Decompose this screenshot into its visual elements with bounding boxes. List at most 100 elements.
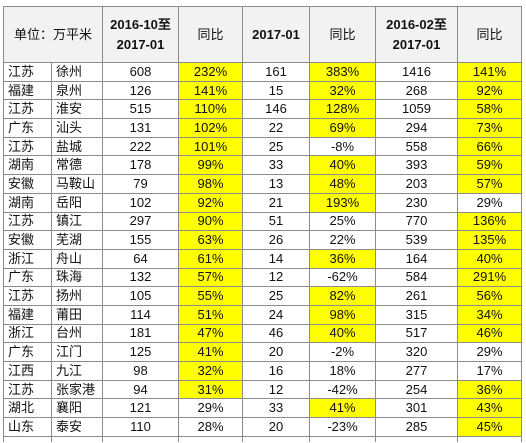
cell-yoy-jan2017: 383% — [310, 63, 376, 82]
cell-value-oct2016-jan2017: 102 — [103, 193, 179, 213]
cell-province: 福建 — [4, 305, 52, 325]
cell-value-feb2016-jan2017: 315 — [376, 305, 458, 325]
data-table: 单位：万平米 2016-10至 2017-01 同比 2017-01 同比 20… — [3, 6, 522, 442]
cell-city: 江门 — [52, 343, 103, 362]
cell-value-jan2017: 24 — [243, 305, 310, 325]
cell-city: 淮安 — [52, 100, 103, 120]
cell-city: 张家港 — [52, 380, 103, 400]
cell-value-oct2016-jan2017: 126 — [103, 81, 179, 101]
cell-yoy-oct2016-jan2017: 41% — [179, 343, 243, 362]
cell-yoy-jan2017: 98% — [310, 305, 376, 325]
header-unit: 单位：万平米 — [4, 7, 103, 63]
cell-value-jan2017: 161 — [243, 63, 310, 82]
cell-value-oct2016-jan2017: 178 — [103, 156, 179, 176]
cell-city: 芜湖 — [52, 231, 103, 250]
cell-yoy-jan2017: 32% — [310, 81, 376, 101]
cell-yoy-jan2017: 128% — [310, 100, 376, 120]
cell-province: 江苏 — [4, 63, 52, 82]
cell-city: 襄阳 — [52, 399, 103, 419]
cell-yoy-feb2016-jan2017: 73% — [458, 119, 522, 138]
cell-yoy-oct2016-jan2017: 92% — [179, 193, 243, 213]
cell-yoy-oct2016-jan2017: 141% — [179, 81, 243, 101]
cell-yoy-jan2017: 69% — [310, 119, 376, 138]
cell-yoy-feb2016-jan2017: 141% — [458, 63, 522, 82]
cell-city: 珠海 — [52, 268, 103, 288]
cell-city: 盐城 — [52, 137, 103, 157]
cell-yoy-oct2016-jan2017: 61% — [179, 249, 243, 269]
cell-cutoff — [243, 436, 310, 442]
cell-value-feb2016-jan2017: 393 — [376, 156, 458, 176]
cell-value-jan2017: 20 — [243, 418, 310, 437]
cell-province: 江苏 — [4, 287, 52, 306]
cell-value-oct2016-jan2017: 297 — [103, 212, 179, 232]
cell-yoy-oct2016-jan2017: 63% — [179, 231, 243, 250]
cell-yoy-oct2016-jan2017: 102% — [179, 119, 243, 138]
cell-city: 九江 — [52, 362, 103, 381]
cell-province: 安徽 — [4, 175, 52, 194]
cell-yoy-oct2016-jan2017: 51% — [179, 305, 243, 325]
cell-value-oct2016-jan2017: 608 — [103, 63, 179, 82]
cell-province: 安徽 — [4, 231, 52, 250]
cell-province: 湖南 — [4, 156, 52, 176]
cell-value-oct2016-jan2017: 79 — [103, 175, 179, 194]
cell-yoy-feb2016-jan2017: 36% — [458, 380, 522, 400]
cell-value-feb2016-jan2017: 517 — [376, 324, 458, 344]
cell-yoy-oct2016-jan2017: 31% — [179, 380, 243, 400]
cell-value-jan2017: 25 — [243, 287, 310, 306]
cell-value-oct2016-jan2017: 132 — [103, 268, 179, 288]
cell-value-feb2016-jan2017: 558 — [376, 137, 458, 157]
cell-value-oct2016-jan2017: 105 — [103, 287, 179, 306]
cell-cutoff — [376, 436, 458, 442]
cell-value-feb2016-jan2017: 584 — [376, 268, 458, 288]
cell-value-feb2016-jan2017: 294 — [376, 119, 458, 138]
cell-value-feb2016-jan2017: 164 — [376, 249, 458, 269]
cell-city: 岳阳 — [52, 193, 103, 213]
header-period-oct2016-jan2017: 2016-10至 2017-01 — [103, 7, 179, 63]
cell-yoy-feb2016-jan2017: 40% — [458, 249, 522, 269]
header-line-1: 同比 — [197, 26, 224, 42]
cell-value-oct2016-jan2017: 515 — [103, 100, 179, 120]
cell-city: 泉州 — [52, 81, 103, 101]
cell-yoy-oct2016-jan2017: 57% — [179, 268, 243, 288]
cell-province: 浙江 — [4, 249, 52, 269]
cell-yoy-jan2017: -23% — [310, 418, 376, 437]
cell-yoy-feb2016-jan2017: 29% — [458, 343, 522, 362]
cell-value-jan2017: 16 — [243, 362, 310, 381]
cell-yoy-jan2017: 82% — [310, 287, 376, 306]
header-yoy-oct2016-jan2017: 同比 — [179, 7, 243, 63]
header-line-1: 同比 — [476, 26, 503, 42]
cell-value-jan2017: 22 — [243, 119, 310, 138]
header-line-1: 2017-01 — [252, 26, 300, 42]
cell-city: 泰安 — [52, 418, 103, 437]
cell-yoy-oct2016-jan2017: 98% — [179, 175, 243, 194]
cell-value-jan2017: 20 — [243, 343, 310, 362]
cell-value-jan2017: 33 — [243, 399, 310, 419]
cell-province: 江苏 — [4, 212, 52, 232]
cell-value-oct2016-jan2017: 131 — [103, 119, 179, 138]
cell-yoy-oct2016-jan2017: 99% — [179, 156, 243, 176]
cell-yoy-feb2016-jan2017: 291% — [458, 268, 522, 288]
cell-value-oct2016-jan2017: 222 — [103, 137, 179, 157]
cell-yoy-jan2017: -8% — [310, 137, 376, 157]
cell-yoy-feb2016-jan2017: 57% — [458, 175, 522, 194]
cell-value-feb2016-jan2017: 320 — [376, 343, 458, 362]
cell-value-feb2016-jan2017: 277 — [376, 362, 458, 381]
cell-yoy-oct2016-jan2017: 232% — [179, 63, 243, 82]
cell-yoy-jan2017: 193% — [310, 193, 376, 213]
cell-value-oct2016-jan2017: 181 — [103, 324, 179, 344]
cell-province: 江苏 — [4, 380, 52, 400]
cell-province: 湖北 — [4, 399, 52, 419]
cell-yoy-oct2016-jan2017: 101% — [179, 137, 243, 157]
cell-yoy-feb2016-jan2017: 59% — [458, 156, 522, 176]
cell-cutoff — [458, 436, 522, 442]
cell-yoy-oct2016-jan2017: 32% — [179, 362, 243, 381]
cell-province: 江苏 — [4, 100, 52, 120]
cell-city: 徐州 — [52, 63, 103, 82]
cell-city: 常德 — [52, 156, 103, 176]
cell-value-jan2017: 21 — [243, 193, 310, 213]
cell-value-oct2016-jan2017: 121 — [103, 399, 179, 419]
cell-cutoff — [4, 436, 52, 442]
header-line-2: 2017-01 — [392, 36, 441, 52]
cell-city: 台州 — [52, 324, 103, 344]
cell-cutoff — [52, 436, 103, 442]
